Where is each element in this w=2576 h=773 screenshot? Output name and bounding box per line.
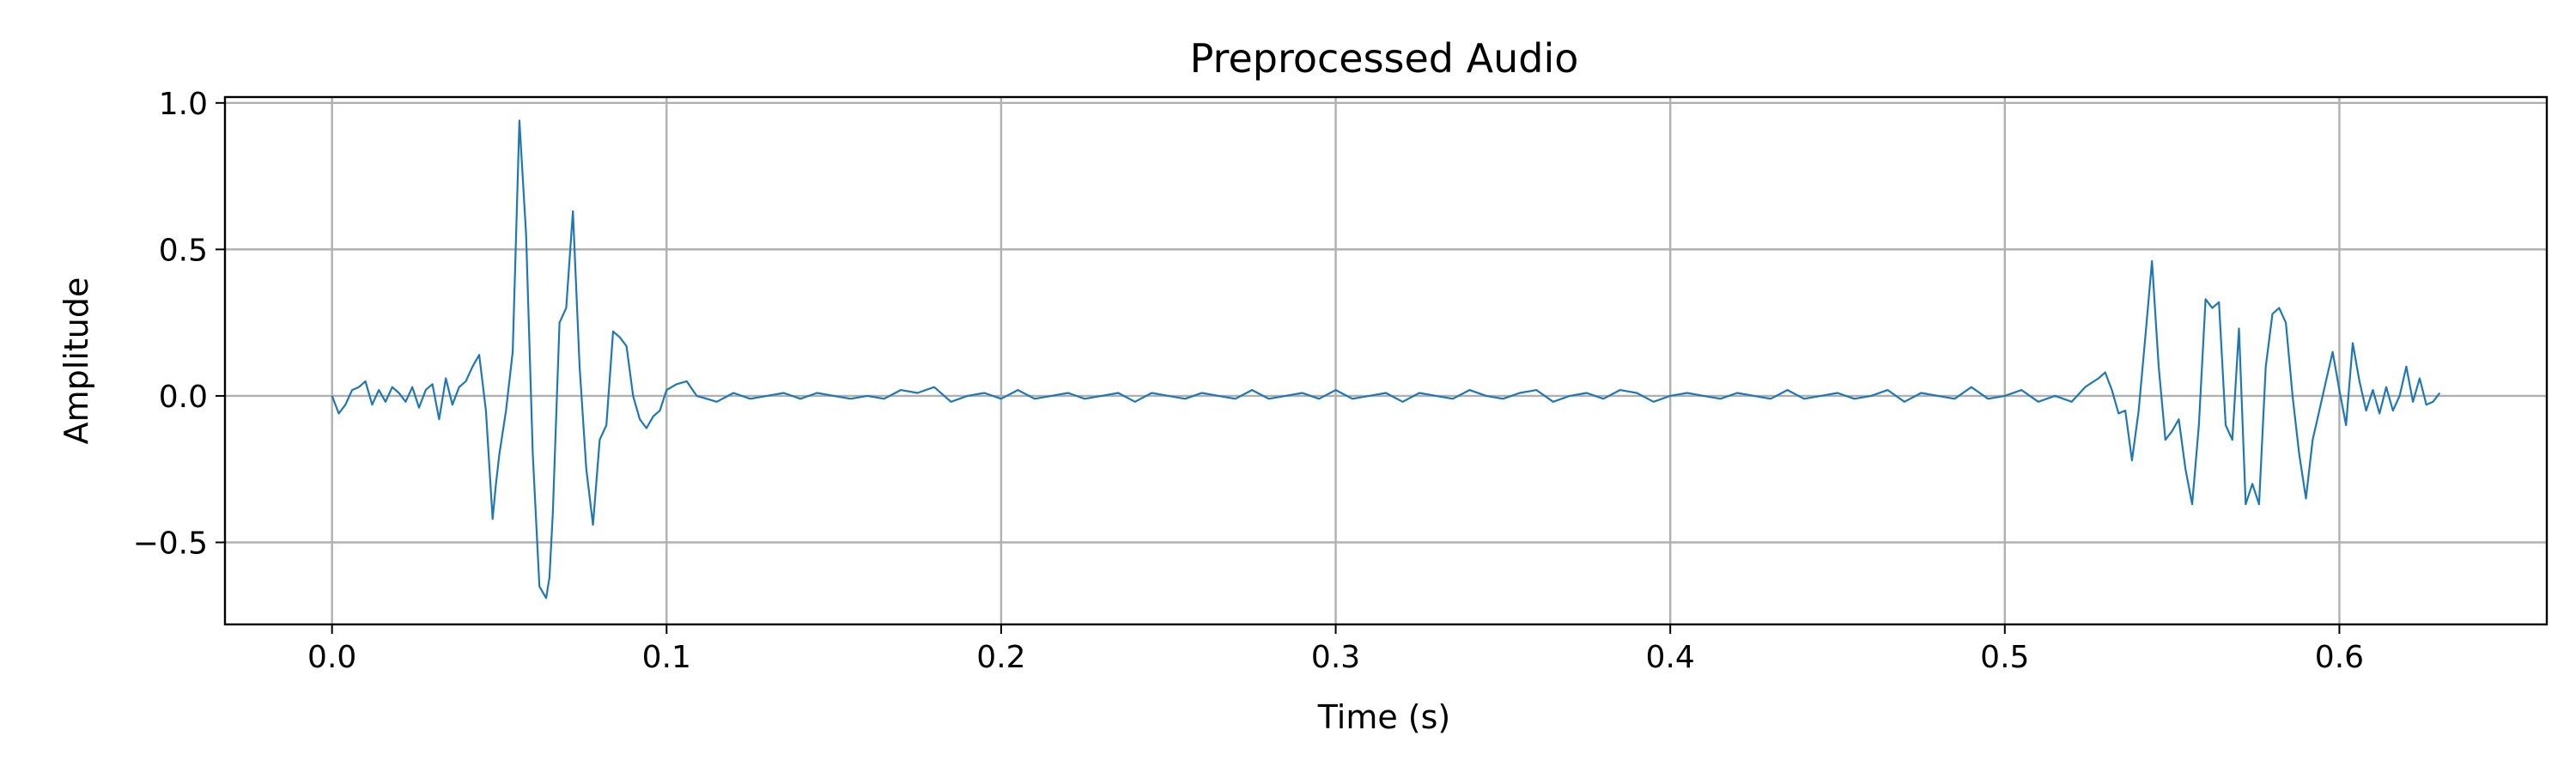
x-tick-label: 0.2 [976,640,1025,675]
x-tick-label: 0.3 [1311,640,1360,675]
grid-lines [225,97,2547,624]
y-tick-label: 0.0 [159,380,208,415]
x-tick-label: 0.5 [1980,640,2029,675]
y-tick-label: 1.0 [159,87,208,122]
chart-title: Preprocessed Audio [1190,35,1579,82]
y-axis-label: Amplitude [58,277,95,445]
axes-frame [223,95,2549,626]
x-tick-label: 0.1 [642,640,691,675]
y-tick-label: −0.5 [133,526,208,561]
y-axis-ticks: −0.5 0.0 0.5 1.0 [133,87,225,561]
x-tick-label: 0.6 [2315,640,2364,675]
waveform-line [331,119,2441,600]
x-tick-label: 0.4 [1646,640,1695,675]
plot-area [331,119,2441,600]
x-axis-ticks: 0.0 0.1 0.2 0.3 0.4 0.5 0.6 [307,624,2364,675]
y-tick-label: 0.5 [159,233,208,268]
x-tick-label: 0.0 [307,640,356,675]
x-axis-label: Time (s) [1317,698,1451,736]
